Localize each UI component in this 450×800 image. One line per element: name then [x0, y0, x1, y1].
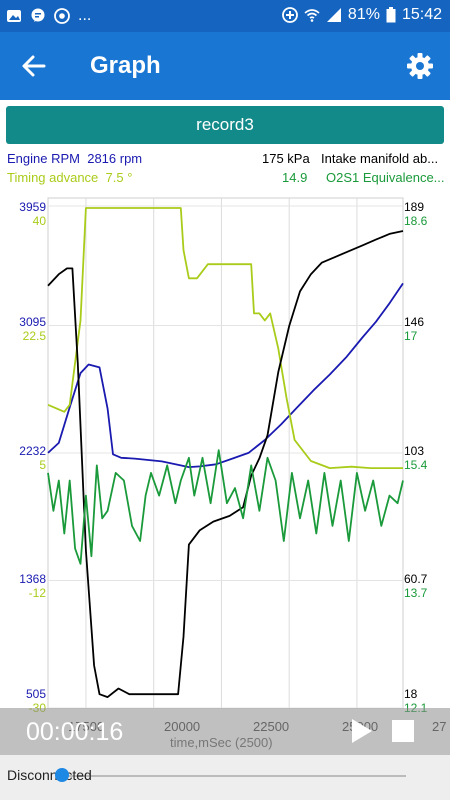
legend-value: 2816 rpm [87, 151, 143, 166]
timing-tick: 40 [32, 214, 46, 228]
page-title: Graph [90, 52, 161, 79]
timing-tick: 22.5 [22, 329, 46, 343]
bottom-bar [0, 755, 450, 800]
message-notification-icon [31, 8, 45, 22]
playback-time: 00:00:16 [26, 718, 124, 746]
map-tick: 18 [404, 687, 418, 701]
timing-tick: 5 [39, 458, 46, 472]
back-arrow-icon[interactable] [20, 52, 48, 80]
o2-tick: 13.7 [404, 586, 428, 600]
battery-icon [386, 7, 396, 23]
legend-o2s1: 14.9 [282, 170, 307, 185]
signal-icon [326, 8, 341, 22]
data-saver-icon [282, 7, 298, 23]
legend-value: 175 kPa [262, 151, 310, 166]
series-line-2 [47, 230, 404, 698]
legend-value: 14.9 [282, 170, 308, 185]
seek-thumb[interactable] [55, 768, 69, 782]
playback-overlay [0, 708, 450, 755]
legend-timing-advance: Timing advance 7.5 ° [7, 170, 132, 185]
legend-name: Engine RPM [7, 151, 80, 166]
rpm-tick: 3095 [19, 315, 46, 329]
o2-tick: 17 [404, 329, 418, 343]
wifi-icon [304, 9, 320, 22]
map-tick: 146 [404, 315, 425, 329]
legend-o2s1-name: O2S1 Equivalence... [326, 170, 445, 185]
map-tick: 103 [404, 444, 425, 458]
rpm-tick: 1368 [19, 572, 46, 586]
record-button[interactable]: record3 [6, 106, 444, 144]
legend-intake-manifold-name: Intake manifold ab... [321, 151, 439, 166]
timing-tick: -12 [28, 586, 46, 600]
gear-icon[interactable] [406, 52, 434, 80]
legend-value: 7.5 ° [105, 170, 133, 185]
series-line-0 [47, 282, 404, 469]
battery-percent: 81% [347, 6, 380, 23]
play-icon[interactable] [350, 718, 374, 744]
seek-track[interactable] [62, 775, 406, 777]
photo-notification-icon [7, 10, 21, 22]
legend-intake-manifold: 175 kPa [262, 151, 310, 166]
series-line-3 [47, 449, 404, 565]
map-tick: 60.7 [404, 572, 428, 586]
app-bar: Graph [0, 32, 450, 100]
legend-engine-rpm: Engine RPM 2816 rpm [7, 151, 142, 166]
x-tick: 20000 [164, 719, 201, 734]
rpm-tick: 505 [25, 687, 46, 701]
legend-name: Timing advance [7, 170, 99, 185]
x-tick: 27 [432, 719, 447, 734]
x-axis-label: time,mSec (2500) [170, 735, 273, 750]
o2-tick: 18.6 [404, 214, 428, 228]
stop-icon[interactable] [392, 720, 414, 742]
map-tick: 189 [404, 200, 425, 214]
x-tick: 17500 [68, 719, 105, 734]
status-bar: ... 81% 15:42 [0, 0, 450, 32]
x-tick: 22500 [253, 719, 290, 734]
clock: 15:42 [401, 6, 442, 23]
more-notifications: ... [78, 7, 92, 24]
rpm-tick: 2232 [19, 444, 46, 458]
o2-tick: 15.4 [404, 458, 428, 472]
chrome-notification-icon [54, 8, 70, 24]
rpm-tick: 3959 [19, 200, 46, 214]
series-line-1 [47, 207, 403, 470]
connection-status: Disconnected [7, 767, 92, 783]
